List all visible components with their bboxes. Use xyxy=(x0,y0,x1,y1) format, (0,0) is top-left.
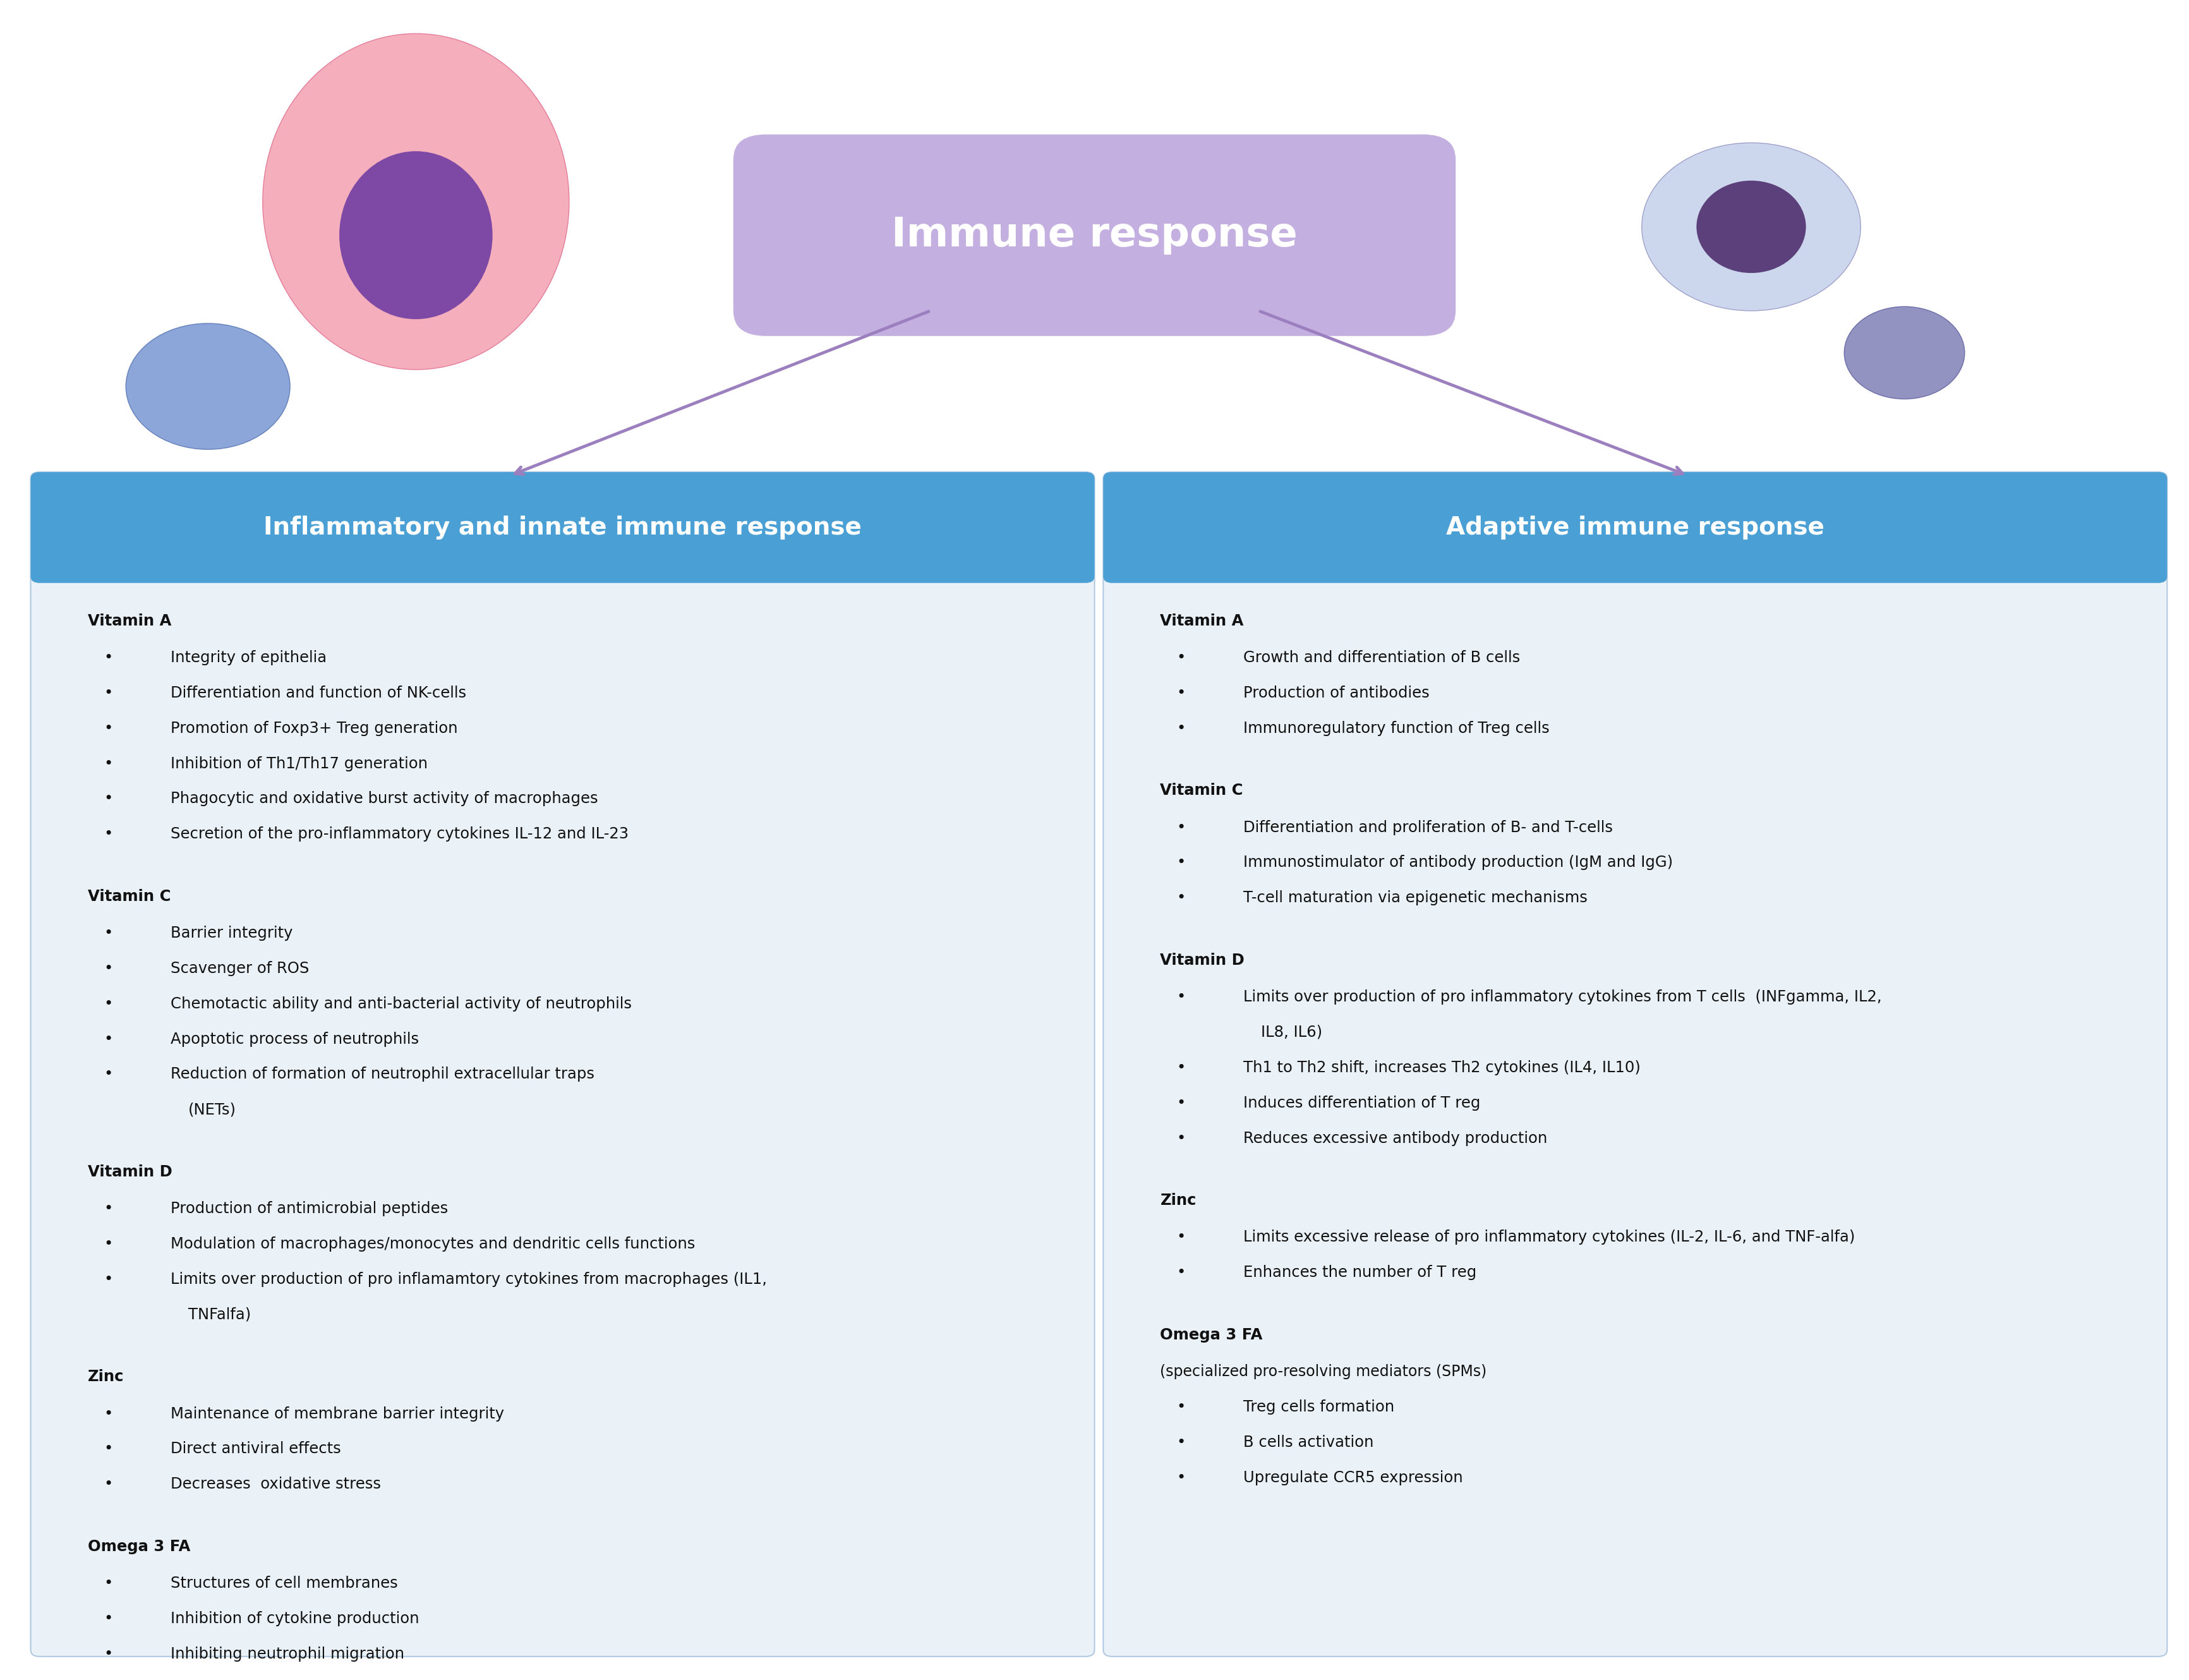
Text: Differentiation and proliferation of B- and T-cells: Differentiation and proliferation of B- … xyxy=(1243,820,1613,835)
Text: Immunoregulatory function of Treg cells: Immunoregulatory function of Treg cells xyxy=(1243,721,1550,736)
Text: Production of antimicrobial peptides: Production of antimicrobial peptides xyxy=(171,1201,449,1216)
Text: Zinc: Zinc xyxy=(1160,1193,1197,1208)
Text: Promotion of Foxp3+ Treg generation: Promotion of Foxp3+ Treg generation xyxy=(171,721,458,736)
Text: •: • xyxy=(103,1201,114,1216)
Text: •: • xyxy=(1178,990,1186,1005)
FancyBboxPatch shape xyxy=(1103,472,2167,583)
Text: •: • xyxy=(103,791,114,806)
Text: (specialized pro-resolving mediators (SPMs): (specialized pro-resolving mediators (SP… xyxy=(1160,1364,1486,1379)
Text: •: • xyxy=(1178,1060,1186,1075)
Text: Induces differentiation of T reg: Induces differentiation of T reg xyxy=(1243,1095,1480,1110)
Text: Limits excessive release of pro inflammatory cytokines (IL-2, IL-6, and TNF-alfa: Limits excessive release of pro inflamma… xyxy=(1243,1230,1854,1245)
Text: Differentiation and function of NK-cells: Differentiation and function of NK-cells xyxy=(171,685,466,701)
Text: Barrier integrity: Barrier integrity xyxy=(171,926,293,941)
Text: (NETs): (NETs) xyxy=(188,1102,236,1117)
Ellipse shape xyxy=(127,323,289,450)
Text: Omega 3 FA: Omega 3 FA xyxy=(88,1539,190,1554)
Text: Modulation of macrophages/monocytes and dendritic cells functions: Modulation of macrophages/monocytes and … xyxy=(171,1236,696,1252)
Text: Maintenance of membrane barrier integrity: Maintenance of membrane barrier integrit… xyxy=(171,1406,503,1421)
Text: •: • xyxy=(1178,1230,1186,1245)
Text: Inflammatory and innate immune response: Inflammatory and innate immune response xyxy=(263,516,862,539)
Text: •: • xyxy=(1178,1470,1186,1485)
Text: T-cell maturation via epigenetic mechanisms: T-cell maturation via epigenetic mechani… xyxy=(1243,890,1587,906)
Text: Enhances the number of T reg: Enhances the number of T reg xyxy=(1243,1265,1478,1280)
Text: Decreases  oxidative stress: Decreases oxidative stress xyxy=(171,1477,381,1492)
Text: Upregulate CCR5 expression: Upregulate CCR5 expression xyxy=(1243,1470,1462,1485)
Text: Reduction of formation of neutrophil extracellular traps: Reduction of formation of neutrophil ext… xyxy=(171,1067,595,1082)
Text: Production of antibodies: Production of antibodies xyxy=(1243,685,1429,701)
Text: •: • xyxy=(103,650,114,665)
Text: Zinc: Zinc xyxy=(88,1369,125,1384)
Text: •: • xyxy=(1178,1131,1186,1146)
Text: •: • xyxy=(1178,1435,1186,1450)
Text: Inhibition of cytokine production: Inhibition of cytokine production xyxy=(171,1611,420,1626)
FancyBboxPatch shape xyxy=(31,472,1094,1656)
Text: •: • xyxy=(103,1067,114,1082)
Text: •: • xyxy=(1178,890,1186,906)
Text: •: • xyxy=(103,1406,114,1421)
Text: Vitamin A: Vitamin A xyxy=(1160,613,1243,628)
Text: IL8, IL6): IL8, IL6) xyxy=(1261,1025,1322,1040)
Text: Omega 3 FA: Omega 3 FA xyxy=(1160,1327,1263,1342)
Ellipse shape xyxy=(1642,143,1861,311)
Text: Vitamin C: Vitamin C xyxy=(88,889,171,904)
Text: •: • xyxy=(103,1477,114,1492)
Text: •: • xyxy=(1178,1095,1186,1110)
Text: Limits over production of pro inflammatory cytokines from T cells  (INFgamma, IL: Limits over production of pro inflammato… xyxy=(1243,990,1883,1005)
Text: •: • xyxy=(103,1236,114,1252)
Text: •: • xyxy=(1178,685,1186,701)
FancyBboxPatch shape xyxy=(31,472,1094,583)
Text: Reduces excessive antibody production: Reduces excessive antibody production xyxy=(1243,1131,1548,1146)
Text: Inhibiting neutrophil migration: Inhibiting neutrophil migration xyxy=(171,1646,405,1662)
Text: Immune response: Immune response xyxy=(891,215,1298,255)
Text: •: • xyxy=(1178,1265,1186,1280)
Text: TNFalfa): TNFalfa) xyxy=(188,1307,252,1322)
Text: •: • xyxy=(103,1576,114,1591)
Ellipse shape xyxy=(263,34,569,370)
Text: Integrity of epithelia: Integrity of epithelia xyxy=(171,650,326,665)
Text: Vitamin A: Vitamin A xyxy=(88,613,171,628)
Text: Scavenger of ROS: Scavenger of ROS xyxy=(171,961,309,976)
Text: Vitamin D: Vitamin D xyxy=(88,1164,173,1179)
Text: Limits over production of pro inflamamtory cytokines from macrophages (IL1,: Limits over production of pro inflamamto… xyxy=(171,1272,766,1287)
Text: •: • xyxy=(103,721,114,736)
Text: Immunostimulator of antibody production (IgM and IgG): Immunostimulator of antibody production … xyxy=(1243,855,1672,870)
Text: •: • xyxy=(103,926,114,941)
Text: Apoptotic process of neutrophils: Apoptotic process of neutrophils xyxy=(171,1032,418,1047)
Text: Chemotactic ability and anti-bacterial activity of neutrophils: Chemotactic ability and anti-bacterial a… xyxy=(171,996,633,1011)
Text: •: • xyxy=(103,1272,114,1287)
Text: •: • xyxy=(103,1646,114,1662)
Text: •: • xyxy=(1178,721,1186,736)
Text: Vitamin C: Vitamin C xyxy=(1160,783,1243,798)
Text: •: • xyxy=(1178,650,1186,665)
Text: Direct antiviral effects: Direct antiviral effects xyxy=(171,1441,341,1457)
Text: Phagocytic and oxidative burst activity of macrophages: Phagocytic and oxidative burst activity … xyxy=(171,791,598,806)
Text: •: • xyxy=(103,827,114,842)
Text: •: • xyxy=(103,1441,114,1457)
Text: Th1 to Th2 shift, increases Th2 cytokines (IL4, IL10): Th1 to Th2 shift, increases Th2 cytokine… xyxy=(1243,1060,1640,1075)
Ellipse shape xyxy=(1843,306,1966,398)
Text: Secretion of the pro-inflammatory cytokines IL-12 and IL-23: Secretion of the pro-inflammatory cytoki… xyxy=(171,827,628,842)
Text: Adaptive immune response: Adaptive immune response xyxy=(1447,516,1823,539)
Text: •: • xyxy=(1178,820,1186,835)
Text: •: • xyxy=(1178,855,1186,870)
Text: •: • xyxy=(103,1611,114,1626)
Text: •: • xyxy=(103,1032,114,1047)
Text: Structures of cell membranes: Structures of cell membranes xyxy=(171,1576,398,1591)
Ellipse shape xyxy=(339,151,493,319)
Text: Growth and differentiation of B cells: Growth and differentiation of B cells xyxy=(1243,650,1519,665)
Text: •: • xyxy=(103,996,114,1011)
Text: B cells activation: B cells activation xyxy=(1243,1435,1375,1450)
Text: Inhibition of Th1/Th17 generation: Inhibition of Th1/Th17 generation xyxy=(171,756,427,771)
Text: •: • xyxy=(103,961,114,976)
Text: •: • xyxy=(103,756,114,771)
Ellipse shape xyxy=(1696,181,1806,274)
FancyBboxPatch shape xyxy=(733,134,1456,336)
Text: •: • xyxy=(103,685,114,701)
Text: Treg cells formation: Treg cells formation xyxy=(1243,1399,1394,1415)
Text: •: • xyxy=(1178,1399,1186,1415)
Text: Vitamin D: Vitamin D xyxy=(1160,953,1246,968)
FancyBboxPatch shape xyxy=(1103,472,2167,1656)
